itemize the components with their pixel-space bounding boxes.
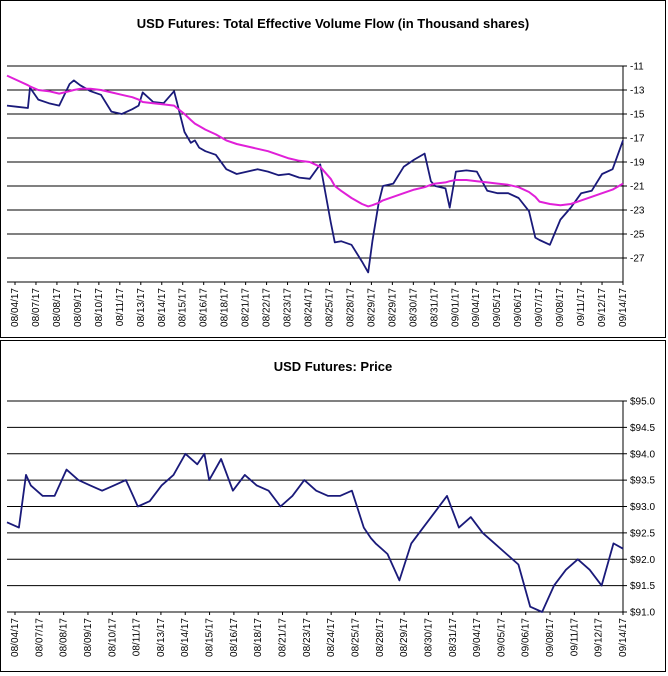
- chart-title: USD Futures: Price: [274, 359, 392, 374]
- x-tick-label: 08/18/17: [253, 618, 264, 657]
- x-tick-label: 08/11/17: [115, 288, 126, 327]
- y-tick-label: -21: [630, 182, 645, 193]
- x-tick-label: 09/01/17: [450, 288, 461, 327]
- x-tick-label: 08/09/17: [83, 618, 94, 657]
- y-tick-label: $95.0: [630, 397, 655, 408]
- x-tick-label: 08/07/17: [34, 618, 45, 657]
- x-tick-label: 08/08/17: [59, 618, 70, 657]
- x-tick-label: 08/08/17: [52, 288, 63, 327]
- x-tick-label: 08/14/17: [157, 288, 168, 327]
- x-tick-label: 09/12/17: [594, 618, 605, 657]
- x-tick-label: 09/12/17: [597, 288, 608, 327]
- y-tick-label: -23: [630, 206, 645, 217]
- y-tick-label: -19: [630, 158, 645, 169]
- x-tick-label: 08/29/17: [399, 618, 410, 657]
- chart-title: USD Futures: Total Effective Volume Flow…: [137, 16, 529, 31]
- y-tick-label: $91.5: [630, 581, 655, 592]
- x-tick-label: 09/06/17: [521, 618, 532, 657]
- x-tick-label: 08/16/17: [229, 618, 240, 657]
- x-tick-label: 08/16/17: [199, 288, 210, 327]
- x-tick-label: 08/13/17: [136, 288, 147, 327]
- moving-average-line: [6, 74, 624, 208]
- x-tick-label: 09/08/17: [555, 288, 566, 327]
- x-tick-label: 08/23/17: [302, 618, 313, 657]
- x-tick-label: 09/04/17: [471, 288, 482, 327]
- x-tick-label: 09/04/17: [472, 618, 483, 657]
- x-tick-label: 08/29/17: [387, 288, 398, 327]
- x-tick-label: 08/10/17: [107, 618, 118, 657]
- x-tick-label: 08/23/17: [283, 288, 294, 327]
- y-tick-label: $93.5: [630, 476, 655, 487]
- series-line: [6, 79, 624, 274]
- x-tick-label: 08/30/17: [408, 288, 419, 327]
- y-tick-label: -25: [630, 230, 645, 241]
- x-tick-label: 09/05/17: [492, 288, 503, 327]
- x-tick-label: 08/09/17: [73, 288, 84, 327]
- y-tick-label: -15: [630, 110, 645, 121]
- y-tick-label: $94.5: [630, 423, 655, 434]
- y-tick-label: $91.0: [630, 608, 655, 619]
- x-tick-label: 08/14/17: [180, 618, 191, 657]
- x-tick-label: 09/06/17: [513, 288, 524, 327]
- x-tick-label: 08/29/17: [366, 288, 377, 327]
- x-tick-label: 09/08/17: [545, 618, 556, 657]
- price-panel: USD Futures: Price $95.0 $94.5 $94.0 $93.5 $9…: [0, 340, 666, 672]
- x-tick-label: 08/28/17: [345, 288, 356, 327]
- y-tick-label: -17: [630, 134, 645, 145]
- y-tick-label: $93.0: [630, 502, 655, 513]
- x-tick-label: 08/15/17: [178, 288, 189, 327]
- x-tick-label: 08/07/17: [31, 288, 42, 327]
- x-tick-label: 08/25/17: [350, 618, 361, 657]
- series-line: [6, 452, 624, 613]
- y-tick-label: $92.5: [630, 528, 655, 539]
- x-tick-label: 08/18/17: [220, 288, 231, 327]
- x-tick-label: 08/30/17: [423, 618, 434, 657]
- y-tick-label: $94.0: [630, 449, 655, 460]
- volume-flow-panel: USD Futures: Total Effective Volume Flow…: [0, 0, 666, 338]
- x-tick-label: 08/15/17: [205, 618, 216, 657]
- x-tick-label: 08/24/17: [304, 288, 315, 327]
- x-tick-label: 08/28/17: [375, 618, 386, 657]
- x-tick-label: 08/21/17: [278, 618, 289, 657]
- y-tick-label: $92.0: [630, 555, 655, 566]
- x-tick-label: 09/14/17: [618, 618, 629, 657]
- x-tick-label: 08/10/17: [94, 288, 105, 327]
- x-tick-label: 08/24/17: [326, 618, 337, 657]
- x-tick-label: 08/04/17: [10, 618, 21, 657]
- volume-flow-chart: USD Futures: Total Effective Volume Flow…: [6, 16, 645, 327]
- x-tick-label: 09/11/17: [569, 618, 580, 657]
- x-tick-label: 09/14/17: [618, 288, 629, 327]
- x-tick-label: 09/07/17: [534, 288, 545, 327]
- y-tick-label: -27: [630, 254, 645, 265]
- x-tick-label: 09/11/17: [576, 288, 587, 327]
- x-tick-label: 08/25/17: [324, 288, 335, 327]
- x-tick-label: 08/21/17: [241, 288, 252, 327]
- x-tick-label: 08/31/17: [448, 618, 459, 657]
- x-tick-label: 08/31/17: [429, 288, 440, 327]
- x-tick-label: 08/22/17: [262, 288, 273, 327]
- x-tick-label: 09/05/17: [496, 618, 507, 657]
- price-chart: USD Futures: Price $95.0 $94.5 $94.0 $93.5 $9…: [6, 359, 655, 657]
- x-tick-label: 08/11/17: [132, 618, 143, 657]
- y-tick-label: -11: [630, 62, 644, 73]
- y-tick-label: -13: [630, 86, 645, 97]
- x-tick-label: 08/04/17: [10, 288, 21, 327]
- x-tick-label: 08/13/17: [156, 618, 167, 657]
